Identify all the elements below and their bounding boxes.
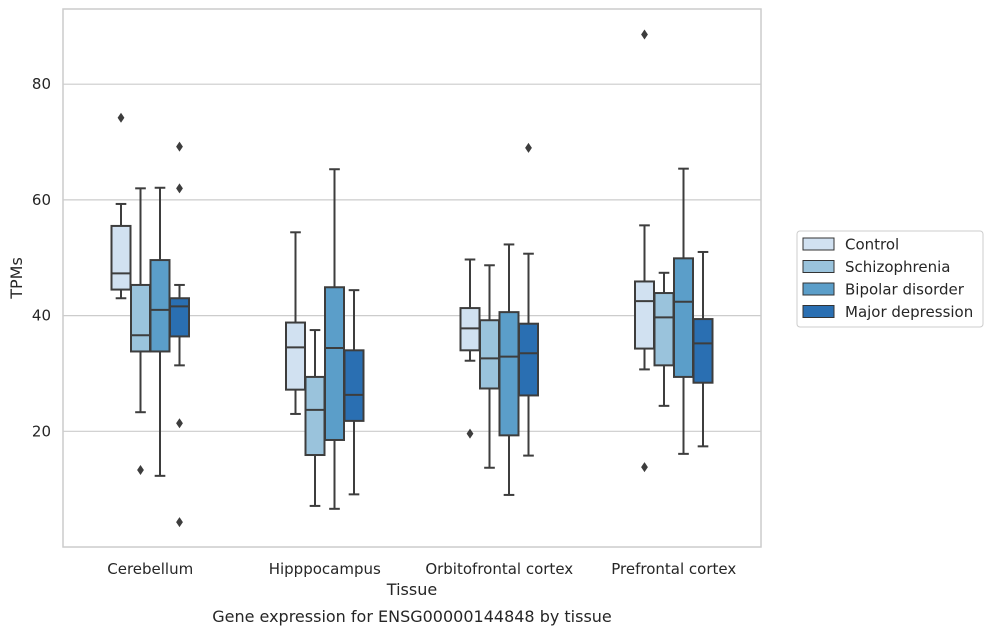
box-body [110,224,132,291]
box-body [518,322,539,397]
box-body [149,259,171,353]
x-axis-label: Tissue [386,580,437,599]
box-body [653,292,675,367]
legend: Control Schizophrenia Bipolar disorder Majo… [796,230,984,328]
box-body [304,375,326,457]
legend-swatch-1 [802,237,835,251]
outlier-point [641,29,648,40]
box-4-2 [343,289,365,496]
box-body [169,297,190,338]
y-tick-label-40: 40 [32,307,51,325]
box-body [324,286,345,441]
outlier-point [176,141,183,152]
legend-swatch-2 [802,260,835,273]
outlier-point [466,428,474,439]
outlier-point [641,462,648,473]
y-tick-label-20: 20 [32,422,51,440]
box-1-3 [459,258,481,439]
y-tick-labels: 20 40 60 80 [32,75,51,440]
box-body [479,319,500,390]
box-1-2 [285,231,306,415]
legend-label-1: Control [845,236,899,254]
box-4-1 [169,141,190,528]
legend-frame [796,230,984,328]
outlier-point [176,517,183,528]
y-tick-label-60: 60 [32,191,51,209]
box-body [634,280,655,350]
outlier-point [525,142,532,153]
x-tick-label-3: Orbitofrontal cortex [425,560,573,578]
x-tick-label-4: Prefrontal cortex [611,560,736,578]
y-axis-label: TPMs [7,257,26,300]
x-tick-label-2: Hipppocampus [269,560,381,578]
chart-caption: Gene expression for ENSG00000144848 by t… [212,607,612,626]
box-4-3 [518,142,539,457]
box-3-4 [673,167,694,455]
box-body [673,257,694,378]
box-body [498,311,520,437]
box-1-1 [110,112,132,300]
legend-label-2: Schizophrenia [845,258,950,276]
legend-label-3: Bipolar disorder [845,281,965,299]
box-4-4 [692,250,714,448]
outlier-point [117,112,125,123]
legend-swatch-4 [802,305,835,318]
box-2-4 [653,271,675,407]
box-body [343,349,365,422]
y-tick-label-80: 80 [32,75,51,93]
box-body [285,321,306,391]
outlier-point [176,418,183,429]
plot-frame [62,8,762,548]
boxes [110,29,714,528]
x-tick-label-1: Cerebellum [107,560,193,578]
legend-swatch-3 [802,282,835,296]
legend-label-4: Major depression [845,303,973,321]
box-body [692,318,714,384]
outlier-point [176,183,183,194]
box-body [130,283,151,353]
outlier-point [137,465,144,476]
x-tick-labels: Cerebellum Hipppocampus Orbitofrontal cort… [107,560,736,578]
